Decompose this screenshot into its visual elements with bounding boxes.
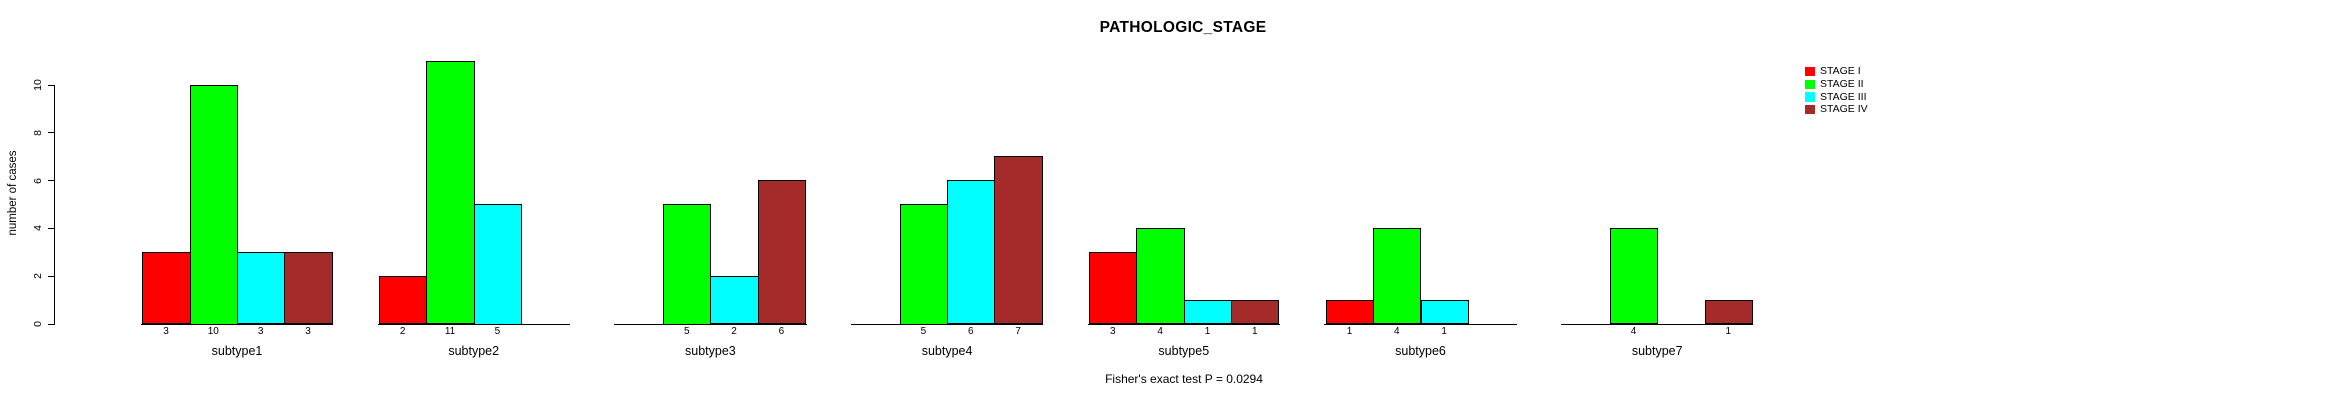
bar-count-label: 1 xyxy=(1441,326,1447,337)
fisher-test-annotation: Fisher's exact test P = 0.0294 xyxy=(1105,372,1263,386)
bar-stage-ii-subtype3 xyxy=(663,204,712,325)
bar-stage-i-subtype2 xyxy=(379,275,428,325)
legend-label: STAGE III xyxy=(1820,90,1867,103)
category-label: subtype7 xyxy=(1631,343,1683,358)
bar-count-label: 1 xyxy=(1346,326,1353,337)
legend-row: STAGE I xyxy=(1805,65,1861,78)
bar-stage-ii-subtype2 xyxy=(426,60,475,325)
y-tick xyxy=(48,180,54,182)
bar-stage-iv-subtype4 xyxy=(994,156,1043,325)
bar-count-label: 11 xyxy=(444,326,456,337)
bar-stage-iv-subtype3 xyxy=(757,180,807,325)
y-tick-label: 10 xyxy=(31,79,44,91)
bar-count-label: 3 xyxy=(305,326,311,337)
y-axis-line xyxy=(54,84,56,325)
bar-count-label: 5 xyxy=(494,326,501,337)
bar-stage-iii-subtype5 xyxy=(1183,299,1233,325)
y-tick xyxy=(48,323,54,325)
bar-stage-iv-subtype1 xyxy=(284,251,333,325)
y-tick xyxy=(48,227,54,230)
bar-stage-ii-subtype6 xyxy=(1373,227,1422,325)
bar-count-label: 4 xyxy=(1157,326,1163,337)
bar-count-label: 3 xyxy=(257,326,264,337)
bar-stage-iv-subtype5 xyxy=(1231,299,1280,325)
bar-stage-iii-subtype6 xyxy=(1420,299,1469,325)
bar-stage-iii-subtype2 xyxy=(473,204,523,325)
y-tick-label: 2 xyxy=(31,273,44,280)
bar-count-label: 1 xyxy=(1204,326,1211,337)
legend-label: STAGE I xyxy=(1820,65,1861,78)
y-tick-label: 6 xyxy=(31,177,44,184)
bar-count-label: 3 xyxy=(1109,326,1116,337)
legend-row: STAGE III xyxy=(1805,91,1866,104)
legend-swatch-stage-i xyxy=(1805,66,1815,77)
y-tick xyxy=(48,132,54,134)
bar-count-label: 1 xyxy=(1252,326,1258,337)
chart-title: PATHOLOGIC_STAGE xyxy=(1099,19,1267,36)
bar-stage-i-subtype5 xyxy=(1089,251,1138,325)
bar-count-label: 10 xyxy=(207,326,219,337)
bar-count-label: 6 xyxy=(778,326,785,337)
legend-row: STAGE II xyxy=(1805,78,1864,91)
legend-row: STAGE IV xyxy=(1805,103,1868,116)
legend-swatch-stage-iv xyxy=(1805,104,1815,115)
bar-stage-i-subtype6 xyxy=(1325,299,1375,325)
y-tick-label: 8 xyxy=(31,129,44,136)
bar-count-label: 2 xyxy=(399,326,406,337)
bar-count-label: 1 xyxy=(1725,326,1731,337)
bar-count-label: 7 xyxy=(1015,326,1021,337)
bar-stage-iii-subtype3 xyxy=(710,275,759,325)
bar-count-label: 6 xyxy=(967,326,974,337)
category-label: subtype6 xyxy=(1395,343,1446,358)
bar-count-label: 5 xyxy=(683,326,690,337)
bar-stage-i-subtype1 xyxy=(142,251,191,325)
bar-count-label: 3 xyxy=(163,326,169,337)
bar-count-label: 4 xyxy=(1394,326,1400,337)
legend-label: STAGE IV xyxy=(1820,103,1868,116)
bar-stage-iv-subtype7 xyxy=(1704,299,1753,325)
bar-stage-iii-subtype4 xyxy=(947,180,996,325)
category-label: subtype4 xyxy=(921,343,973,358)
bar-stage-ii-subtype1 xyxy=(189,84,238,325)
category-label: subtype2 xyxy=(448,343,500,358)
y-tick xyxy=(48,84,54,86)
y-tick xyxy=(48,275,54,277)
bar-stage-iii-subtype1 xyxy=(237,251,286,325)
y-tick-label: 0 xyxy=(31,321,44,327)
category-label: subtype1 xyxy=(211,343,263,358)
legend-swatch-stage-iii xyxy=(1805,92,1815,102)
bar-count-label: 4 xyxy=(1630,326,1637,337)
y-axis-label: number of cases xyxy=(7,150,19,236)
legend-swatch-stage-ii xyxy=(1805,79,1815,90)
bar-stage-ii-subtype5 xyxy=(1136,227,1185,325)
bar-stage-ii-subtype7 xyxy=(1609,227,1659,325)
bar-stage-ii-subtype4 xyxy=(899,204,949,325)
bar-count-label: 5 xyxy=(920,326,927,337)
bar-count-label: 2 xyxy=(731,326,737,337)
category-label: subtype3 xyxy=(685,343,736,358)
y-tick-label: 4 xyxy=(31,225,44,232)
legend-label: STAGE II xyxy=(1820,78,1864,91)
category-label: subtype5 xyxy=(1158,343,1210,358)
